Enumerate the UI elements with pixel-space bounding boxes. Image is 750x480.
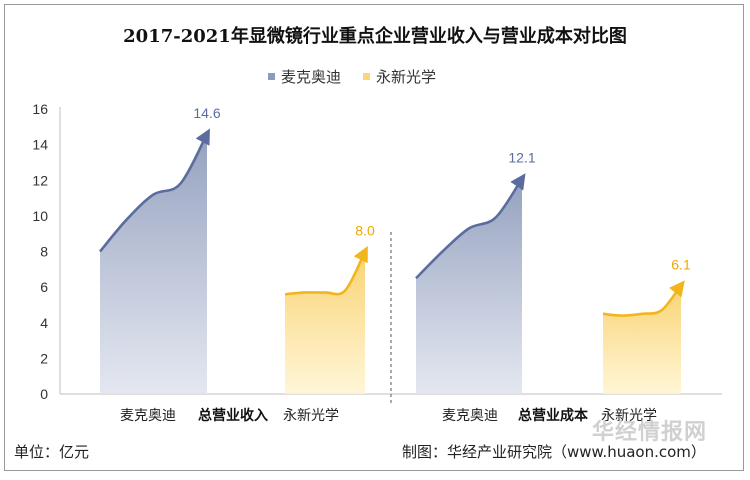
group-2-series-2-line: [602, 280, 685, 317]
group-1-series-2-end-label: 8.0: [355, 223, 375, 239]
legend-label-series-1: 麦克奥迪: [281, 68, 342, 86]
chart-title: 2017-2021年显微镜行业重点企业营业收入与营业成本对比图: [123, 26, 627, 47]
legend-swatch-series-1: [268, 73, 275, 80]
y-tick-label-0: 0: [40, 386, 48, 402]
x-label-group-2-series-2: 永新光学: [601, 407, 657, 423]
legend-item-series-2: 永新光学: [363, 66, 436, 87]
x-label-group-1: 总营业收入: [198, 407, 268, 423]
y-tick-label-16: 16: [32, 101, 48, 117]
y-tick-label-14: 14: [32, 137, 48, 153]
y-tick-label-12: 12: [32, 172, 48, 188]
legend-swatch-series-2: [363, 73, 371, 80]
x-label-group-2-series-1: 麦克奥迪: [442, 407, 498, 423]
y-tick-label-6: 6: [40, 279, 48, 295]
group-2-series-1-area: [416, 178, 522, 394]
group-2-series-2-area: [603, 285, 681, 394]
y-tick-label-2: 2: [40, 350, 48, 366]
group-1-series-1-line: [99, 128, 210, 253]
group-1-series-1-end-label: 14.6: [193, 105, 220, 121]
x-label-group-2: 总营业成本: [518, 407, 589, 423]
group-2-series-2-end-label: 6.1: [671, 256, 691, 272]
x-label-group-1-series-1: 麦克奥迪: [120, 407, 176, 423]
legend-label-series-2: 永新光学: [376, 68, 437, 86]
unit-note: 单位：亿元: [14, 443, 90, 461]
group-1-series-1-area: [100, 133, 207, 394]
watermark: 华经情报网: [592, 420, 708, 445]
y-tick-label-10: 10: [32, 208, 48, 224]
x-label-group-1-series-2: 永新光学: [283, 407, 339, 423]
y-tick-label-8: 8: [40, 244, 48, 260]
group-1-series-2-area: [285, 251, 365, 394]
group-2-series-1-line: [415, 173, 526, 280]
group-2-series-1-end-label: 12.1: [508, 149, 535, 165]
legend: 麦克奥迪 永新光学: [268, 66, 458, 87]
y-tick-label-4: 4: [40, 315, 48, 331]
group-1-series-2-line: [284, 245, 368, 296]
source-note: 制图：华经产业研究院（www.huaon.com）: [402, 443, 706, 461]
legend-item-series-1: 麦克奥迪: [268, 66, 341, 87]
